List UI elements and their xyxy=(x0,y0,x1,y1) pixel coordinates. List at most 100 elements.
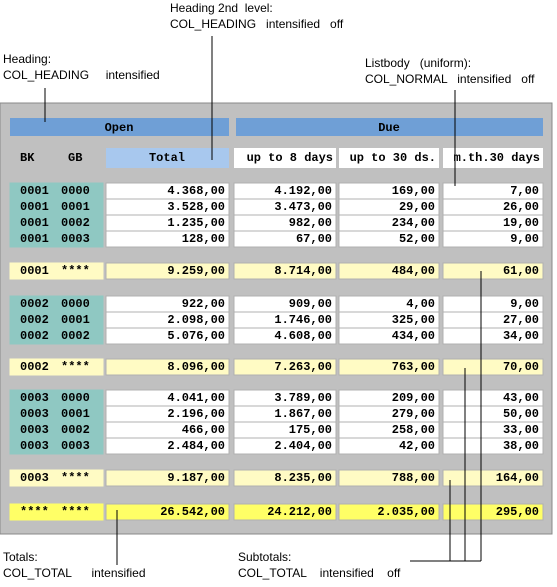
value-text: 434,00 xyxy=(392,329,435,343)
key-text: **** xyxy=(61,264,90,278)
value-text: 128,00 xyxy=(182,232,225,246)
value-text: 169,00 xyxy=(392,184,435,198)
value-text: 8.714,00 xyxy=(274,264,332,278)
value-text: 70,00 xyxy=(503,360,539,374)
value-text: 4,00 xyxy=(406,297,435,311)
header-cell xyxy=(443,148,543,168)
value-text: 5.076,00 xyxy=(167,329,225,343)
value-text: 52,00 xyxy=(399,232,435,246)
value-text: 9,00 xyxy=(510,297,539,311)
header-text: Open xyxy=(105,121,134,135)
value-text: 29,00 xyxy=(399,200,435,214)
key-text: 0001 xyxy=(20,200,49,214)
value-text: 4.192,00 xyxy=(274,184,332,198)
value-text: 8.235,00 xyxy=(274,471,332,485)
key-text: 0003 xyxy=(20,391,49,405)
value-cell xyxy=(233,358,337,376)
value-text: 43,00 xyxy=(503,391,539,405)
annotation-text: COL_TOTAL intensified xyxy=(3,566,146,580)
header-cell xyxy=(339,148,439,168)
key-text: 0000 xyxy=(61,391,90,405)
key-text: 0003 xyxy=(61,439,90,453)
value-text: 788,00 xyxy=(392,471,435,485)
value-cell xyxy=(233,503,337,521)
value-text: 3.473,00 xyxy=(274,200,332,214)
value-text: 4.368,00 xyxy=(167,184,225,198)
key-text: **** xyxy=(61,505,90,519)
key-cell xyxy=(9,503,104,521)
value-text: 7.263,00 xyxy=(274,360,332,374)
key-text: 0003 xyxy=(20,407,49,421)
key-text: 0000 xyxy=(61,297,90,311)
value-cell xyxy=(338,503,440,521)
value-text: 175,00 xyxy=(289,423,332,437)
value-text: 982,00 xyxy=(289,216,332,230)
header-text: up to 30 ds. xyxy=(350,151,436,165)
value-text: 26,00 xyxy=(503,200,539,214)
value-text: 9.187,00 xyxy=(167,471,225,485)
value-text: 38,00 xyxy=(503,439,539,453)
value-text: 164,00 xyxy=(496,471,539,485)
value-text: 909,00 xyxy=(289,297,332,311)
value-text: 2.404,00 xyxy=(274,439,332,453)
value-text: 9.259,00 xyxy=(167,264,225,278)
value-text: 3.528,00 xyxy=(167,200,225,214)
value-text: 209,00 xyxy=(392,391,435,405)
annotation-text: COL_TOTAL intensified off xyxy=(238,566,401,580)
value-text: 295,00 xyxy=(496,505,539,519)
key-text: 0001 xyxy=(61,200,90,214)
value-text: 4.041,00 xyxy=(167,391,225,405)
value-text: 7,00 xyxy=(510,184,539,198)
value-text: 2.484,00 xyxy=(167,439,225,453)
value-cell xyxy=(105,327,230,345)
value-text: 24.212,00 xyxy=(267,505,332,519)
value-cell xyxy=(105,437,230,455)
annotation-text: COL_NORMAL intensified off xyxy=(365,72,535,86)
key-cell xyxy=(9,262,104,280)
annotation-text: Heading: xyxy=(3,52,51,66)
value-cell xyxy=(233,327,337,345)
value-text: 8.096,00 xyxy=(167,360,225,374)
key-cell xyxy=(9,358,104,376)
value-text: 763,00 xyxy=(392,360,435,374)
value-cell xyxy=(338,437,440,455)
value-text: 2.098,00 xyxy=(167,313,225,327)
value-cell xyxy=(105,503,230,521)
header-cell xyxy=(10,118,229,136)
value-cell xyxy=(338,358,440,376)
key-text: 0001 xyxy=(20,264,49,278)
value-text: 3.789,00 xyxy=(274,391,332,405)
key-text: 0003 xyxy=(61,232,90,246)
annotation-text: Subtotals: xyxy=(238,550,291,564)
value-cell xyxy=(442,327,544,345)
value-text: 67,00 xyxy=(296,232,332,246)
annotation-text: COL_HEADING intensified xyxy=(3,68,160,82)
key-text: **** xyxy=(61,360,90,374)
value-text: 1.235,00 xyxy=(167,216,225,230)
value-text: 1.867,00 xyxy=(274,407,332,421)
header-text: Due xyxy=(378,121,400,135)
annotation-text: COL_HEADING intensified off xyxy=(170,17,344,31)
key-cell xyxy=(9,469,104,487)
value-text: 922,00 xyxy=(182,297,225,311)
annotation-text: Heading 2nd level: xyxy=(170,1,273,15)
key-text: 0002 xyxy=(20,297,49,311)
key-text: 0002 xyxy=(61,216,90,230)
key-text: 0002 xyxy=(20,313,49,327)
value-cell xyxy=(105,469,230,487)
header-text: BK xyxy=(20,151,35,165)
header-text: up to 8 days xyxy=(247,151,333,165)
value-cell xyxy=(442,230,544,248)
value-text: 50,00 xyxy=(503,407,539,421)
value-cell xyxy=(233,230,337,248)
key-text: 0003 xyxy=(20,471,49,485)
value-text: 484,00 xyxy=(392,264,435,278)
annotation-text: Totals: xyxy=(3,550,38,564)
value-text: 2.196,00 xyxy=(167,407,225,421)
value-text: 42,00 xyxy=(399,439,435,453)
key-text: 0002 xyxy=(61,329,90,343)
value-text: 258,00 xyxy=(392,423,435,437)
key-text: 0003 xyxy=(20,423,49,437)
key-text: 0001 xyxy=(20,216,49,230)
value-text: 1.746,00 xyxy=(274,313,332,327)
